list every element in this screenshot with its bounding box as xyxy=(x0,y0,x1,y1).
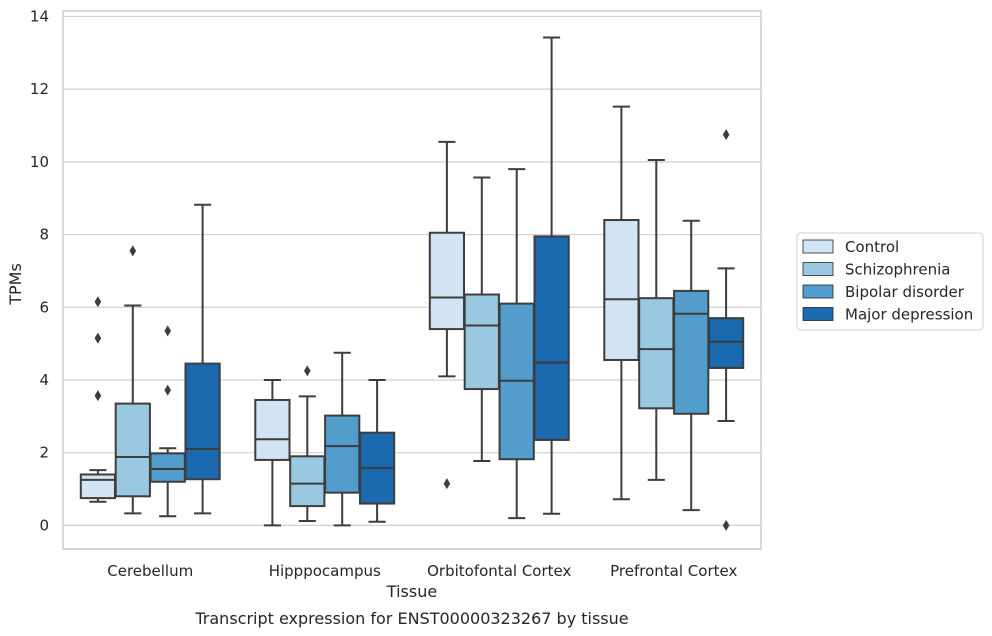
box-iqr xyxy=(673,289,710,415)
legend-swatch xyxy=(802,262,834,276)
y-axis-ticks: 0 2 4 6 8 10 12 14 xyxy=(30,7,49,534)
outlier-point xyxy=(94,332,102,344)
box-bipolar-disorder xyxy=(673,219,710,512)
outlier-point xyxy=(304,365,311,377)
box-control xyxy=(603,105,640,501)
box-bipolar-disorder xyxy=(498,168,535,520)
y-tick-label: 0 xyxy=(39,516,49,534)
box-iqr xyxy=(324,414,361,494)
outlier-point xyxy=(94,296,102,308)
box-control xyxy=(79,296,117,503)
box-major-depression xyxy=(184,203,221,515)
box-schizophrenia xyxy=(638,159,675,481)
legend-label: Bipolar disorder xyxy=(845,283,965,301)
legend-swatch xyxy=(802,239,834,254)
outlier-point xyxy=(94,390,102,402)
box-major-depression xyxy=(533,36,570,515)
legend-label: Schizophrenia xyxy=(845,261,950,279)
legend-label: Control xyxy=(845,238,899,256)
x-tick-label: Hipppocampus xyxy=(269,562,381,580)
x-axis-ticks: Cerebellum Hipppocampus Orbitofontal Corte… xyxy=(107,562,737,580)
y-axis-label: TPMs xyxy=(6,263,25,306)
x-tick-label: Prefrontal Cortex xyxy=(610,562,737,580)
outlier-point xyxy=(164,325,171,337)
x-tick-label: Cerebellum xyxy=(107,562,193,580)
box-schizophrenia xyxy=(289,365,326,523)
box-bipolar-disorder xyxy=(149,325,186,518)
boxes xyxy=(79,36,745,531)
legend-swatch xyxy=(802,284,834,299)
box-major-depression xyxy=(707,129,745,531)
box-iqr xyxy=(184,362,221,481)
box-iqr xyxy=(289,455,326,508)
box-iqr xyxy=(533,235,570,441)
y-tick-label: 8 xyxy=(39,226,49,244)
box-iqr xyxy=(114,402,151,498)
box-iqr xyxy=(463,293,500,391)
chart-caption: Transcript expression for ENST0000032326… xyxy=(194,609,628,628)
outlier-point xyxy=(722,519,730,531)
box-iqr xyxy=(638,297,675,410)
x-tick-label: Orbitofontal Cortex xyxy=(427,562,571,580)
box-bipolar-disorder xyxy=(324,351,361,527)
box-iqr xyxy=(149,452,186,483)
y-tick-label: 4 xyxy=(39,371,49,389)
legend-swatch xyxy=(802,307,834,321)
y-tick-label: 10 xyxy=(30,153,49,171)
y-tick-label: 12 xyxy=(30,80,49,98)
box-iqr xyxy=(254,398,291,461)
x-axis-label: Tissue xyxy=(386,582,437,601)
box-control xyxy=(254,378,291,527)
outlier-point xyxy=(443,478,451,490)
box-major-depression xyxy=(358,378,396,523)
box-schizophrenia xyxy=(114,245,151,515)
legend-frame xyxy=(796,232,984,331)
box-schizophrenia xyxy=(463,176,500,463)
legend: Control Schizophrenia Bipolar disorder Majo… xyxy=(796,232,984,331)
y-tick-label: 14 xyxy=(30,7,49,25)
plot-area-frame xyxy=(62,10,762,550)
box-iqr xyxy=(428,231,466,331)
box-control xyxy=(428,140,466,490)
box-iqr xyxy=(603,219,640,361)
outlier-point xyxy=(722,129,730,141)
box-iqr xyxy=(707,317,745,369)
legend-label: Major depression xyxy=(845,306,973,324)
box-iqr xyxy=(79,473,117,500)
y-tick-label: 6 xyxy=(39,298,49,316)
outlier-point xyxy=(164,384,171,396)
y-tick-label: 2 xyxy=(39,444,49,462)
outlier-point xyxy=(129,245,137,257)
